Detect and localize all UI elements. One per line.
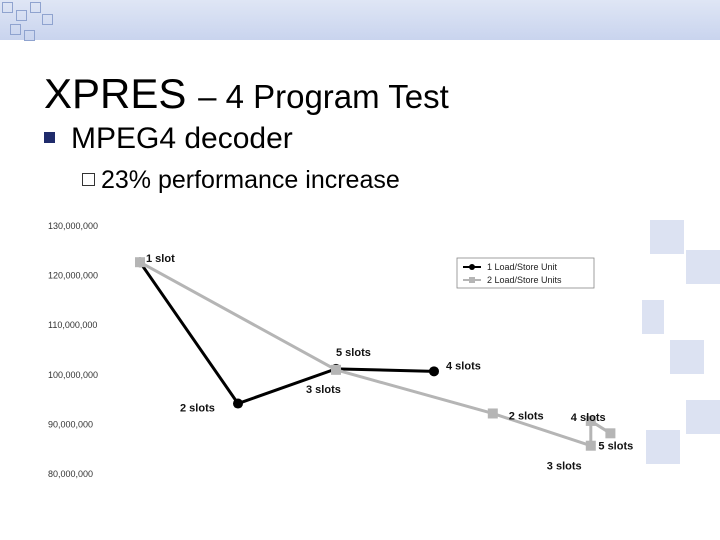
y-tick-label: 100,000,000 xyxy=(48,370,98,380)
slide-title-suffix: – 4 Program Test xyxy=(198,78,449,115)
point-label: 1 slot xyxy=(146,253,175,265)
point-label: 4 slots xyxy=(571,412,606,424)
right-decoration xyxy=(610,200,720,500)
point-label: 2 slots xyxy=(180,403,215,415)
data-point-series-1 xyxy=(429,366,439,377)
y-tick-label: 80,000,000 xyxy=(48,469,93,479)
legend-entry: 1 Load/Store Unit xyxy=(487,262,558,272)
point-label: 3 slots xyxy=(306,384,341,396)
point-label: 5 slots xyxy=(336,347,371,359)
bullet-level2: 23% performance increase xyxy=(82,166,400,195)
chart-container: 130,000,000 120,000,000 110,000,000 100,000… xyxy=(40,210,642,498)
point-label: 3 slots xyxy=(547,461,582,473)
bullet-level1: MPEG4 decoder xyxy=(44,122,293,156)
y-tick-label: 110,000,000 xyxy=(48,320,97,330)
data-point-series-2 xyxy=(331,364,341,375)
data-point-series-2 xyxy=(605,428,616,439)
data-point-series-2 xyxy=(585,415,596,426)
data-point-series-2 xyxy=(585,440,596,451)
legend-entry: 2 Load/Store Units xyxy=(487,275,562,285)
point-label: 5 slots xyxy=(598,440,633,452)
corner-decoration xyxy=(0,0,60,46)
slide-title: XPRES – 4 Program Test xyxy=(44,70,449,118)
legend-box xyxy=(456,257,595,289)
line-chart: 130,000,000 120,000,000 110,000,000 100,000… xyxy=(48,221,633,479)
point-label: 4 slots xyxy=(446,360,481,372)
y-tick-label: 130,000,000 xyxy=(48,221,98,231)
series-line-1 xyxy=(138,261,435,406)
data-point-series-2 xyxy=(487,408,498,419)
point-label: 2 slots xyxy=(509,410,544,422)
legend-swatch-marker xyxy=(469,277,475,283)
square-bullet-icon xyxy=(44,131,55,143)
y-tick-label: 90,000,000 xyxy=(48,419,93,429)
y-tick-label: 120,000,000 xyxy=(48,271,98,281)
data-point-series-2 xyxy=(135,257,145,268)
bullet-level1-text: MPEG4 decoder xyxy=(71,122,293,155)
data-point-series-1 xyxy=(233,398,243,409)
bullet-level2-text: 23% performance increase xyxy=(101,166,400,194)
slide-title-main: XPRES xyxy=(44,70,187,117)
hollow-square-bullet-icon xyxy=(82,172,95,186)
slide-header-bar xyxy=(0,0,720,40)
legend-swatch-marker xyxy=(469,264,475,270)
